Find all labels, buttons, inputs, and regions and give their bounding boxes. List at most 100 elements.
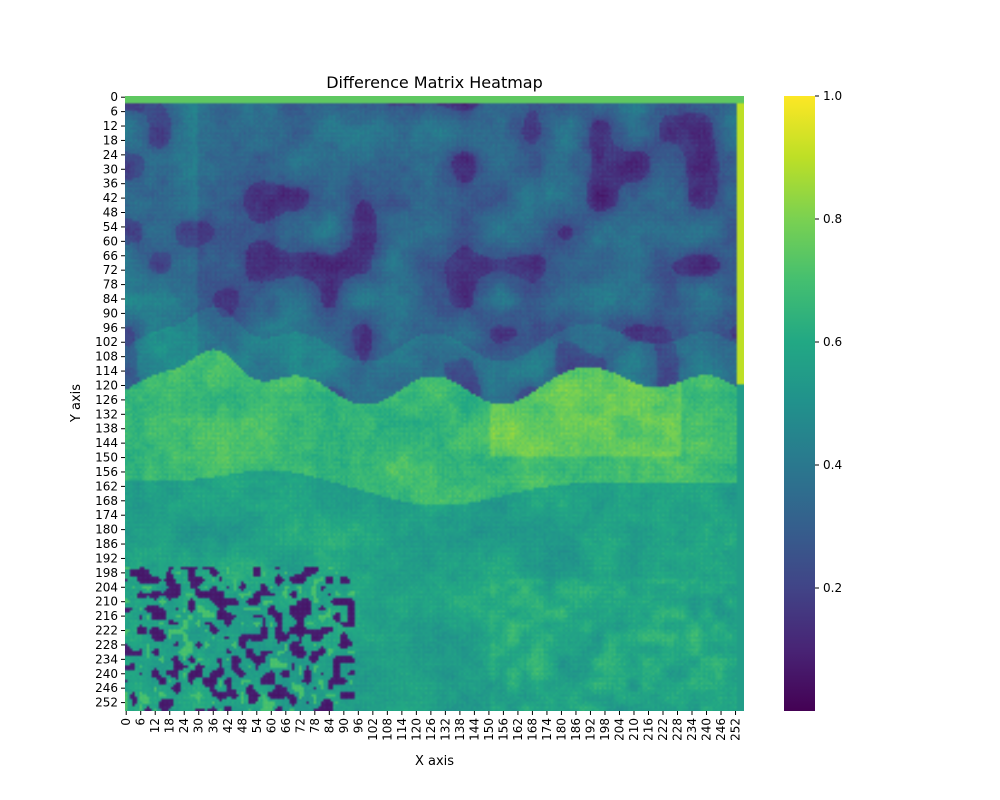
- x-tick-label: 114: [395, 718, 409, 741]
- x-tick-label: 246: [714, 718, 728, 741]
- x-tick-label: 72: [293, 718, 307, 733]
- y-tick-label: 156: [95, 465, 118, 479]
- y-tick-label: 48: [103, 206, 118, 220]
- x-tick-label: 102: [366, 718, 380, 741]
- y-axis-label: Y axis: [69, 384, 84, 423]
- y-tick-label: 138: [95, 422, 118, 436]
- y-tick-label: 126: [95, 393, 118, 407]
- x-tick-label: 48: [235, 718, 249, 733]
- x-tick-label: 252: [729, 718, 743, 741]
- heatmap-cells: [125, 96, 744, 711]
- x-tick-label: 204: [612, 718, 626, 741]
- chart-title: Difference Matrix Heatmap: [326, 73, 543, 92]
- y-tick-label: 108: [95, 350, 118, 364]
- x-tick-label: 96: [351, 718, 365, 733]
- x-tick-label: 0: [119, 718, 133, 726]
- x-tick-label: 174: [540, 718, 554, 741]
- y-tick-label: 216: [95, 609, 118, 623]
- y-tick-label: 12: [103, 119, 118, 133]
- x-tick-label: 6: [134, 718, 148, 726]
- x-tick-label: 12: [148, 718, 162, 733]
- x-tick-label: 150: [482, 718, 496, 741]
- x-tick-label: 180: [554, 718, 568, 741]
- x-tick-label: 210: [627, 718, 641, 741]
- y-tick-label: 78: [103, 278, 118, 292]
- x-axis-label: X axis: [415, 754, 454, 769]
- x-tick-label: 228: [671, 718, 685, 741]
- x-tick-label: 162: [511, 718, 525, 741]
- y-tick-label: 54: [103, 220, 118, 234]
- x-tick-label: 132: [438, 718, 452, 741]
- y-tick-label: 42: [103, 191, 118, 205]
- x-tick-label: 198: [598, 718, 612, 741]
- y-tick-label: 0: [110, 90, 118, 104]
- y-tick-label: 228: [95, 638, 118, 652]
- y-tick-label: 180: [95, 523, 118, 537]
- y-tick-label: 66: [103, 249, 118, 263]
- x-tick-label: 42: [221, 718, 235, 733]
- x-tick-label: 120: [409, 718, 423, 741]
- x-axis-ticks: 0 6 12 18 24 30 36 42 48 54 60 66 72 78 84 90 96 102 108 11…: [119, 711, 743, 741]
- y-tick-label: 234: [95, 652, 118, 666]
- y-tick-label: 210: [95, 595, 118, 609]
- x-tick-label: 54: [250, 718, 264, 733]
- x-tick-label: 186: [569, 718, 583, 741]
- x-tick-label: 30: [192, 718, 206, 733]
- colorbar-tick-label: 0.6: [823, 335, 842, 349]
- x-tick-label: 216: [641, 718, 655, 741]
- y-tick-label: 168: [95, 494, 118, 508]
- y-tick-label: 18: [103, 133, 118, 147]
- y-tick-label: 6: [110, 105, 118, 119]
- y-tick-label: 246: [95, 681, 118, 695]
- x-tick-label: 138: [453, 718, 467, 741]
- colorbar: [784, 96, 815, 711]
- y-tick-label: 120: [95, 378, 118, 392]
- y-tick-label: 84: [103, 292, 118, 306]
- x-tick-label: 222: [656, 718, 670, 741]
- y-tick-label: 186: [95, 537, 118, 551]
- colorbar-tick-label: 0.2: [823, 581, 842, 595]
- y-tick-label: 72: [103, 263, 118, 277]
- y-tick-label: 114: [95, 364, 118, 378]
- y-tick-label: 30: [103, 162, 118, 176]
- colorbar-tick-label: 0.8: [823, 212, 842, 226]
- x-tick-label: 66: [279, 718, 293, 733]
- x-tick-label: 24: [177, 718, 191, 733]
- y-tick-label: 96: [103, 321, 118, 335]
- x-tick-label: 78: [308, 718, 322, 733]
- x-tick-label: 192: [583, 718, 597, 741]
- colorbar-tick-label: 1.0: [823, 89, 842, 103]
- x-tick-label: 126: [424, 718, 438, 741]
- y-tick-label: 90: [103, 306, 118, 320]
- y-tick-label: 144: [95, 436, 118, 450]
- x-tick-label: 18: [163, 718, 177, 733]
- x-tick-label: 234: [685, 718, 699, 741]
- y-tick-label: 60: [103, 234, 118, 248]
- x-tick-label: 60: [264, 718, 278, 733]
- x-tick-label: 144: [467, 718, 481, 741]
- x-tick-label: 108: [380, 718, 394, 741]
- y-tick-label: 102: [95, 335, 118, 349]
- y-tick-label: 36: [103, 177, 118, 191]
- y-tick-label: 192: [95, 551, 118, 565]
- colorbar-ticks: 0.2 0.4 0.6 0.8 1.0: [815, 89, 842, 595]
- y-axis-ticks: 0612182430364248546066727884909610210811…: [95, 90, 125, 710]
- y-tick-label: 198: [95, 566, 118, 580]
- x-tick-label: 90: [337, 718, 351, 733]
- y-tick-label: 252: [95, 696, 118, 710]
- x-tick-label: 240: [700, 718, 714, 741]
- x-tick-label: 156: [496, 718, 510, 741]
- y-tick-label: 162: [95, 479, 118, 493]
- x-tick-label: 84: [322, 718, 336, 733]
- y-tick-label: 24: [103, 148, 118, 162]
- y-tick-label: 150: [95, 451, 118, 465]
- y-tick-label: 222: [95, 624, 118, 638]
- x-tick-label: 168: [525, 718, 539, 741]
- y-tick-label: 204: [95, 580, 118, 594]
- x-tick-label: 36: [206, 718, 220, 733]
- y-tick-label: 132: [95, 407, 118, 421]
- colorbar-tick-label: 0.4: [823, 458, 842, 472]
- y-tick-label: 174: [95, 508, 118, 522]
- y-tick-label: 240: [95, 667, 118, 681]
